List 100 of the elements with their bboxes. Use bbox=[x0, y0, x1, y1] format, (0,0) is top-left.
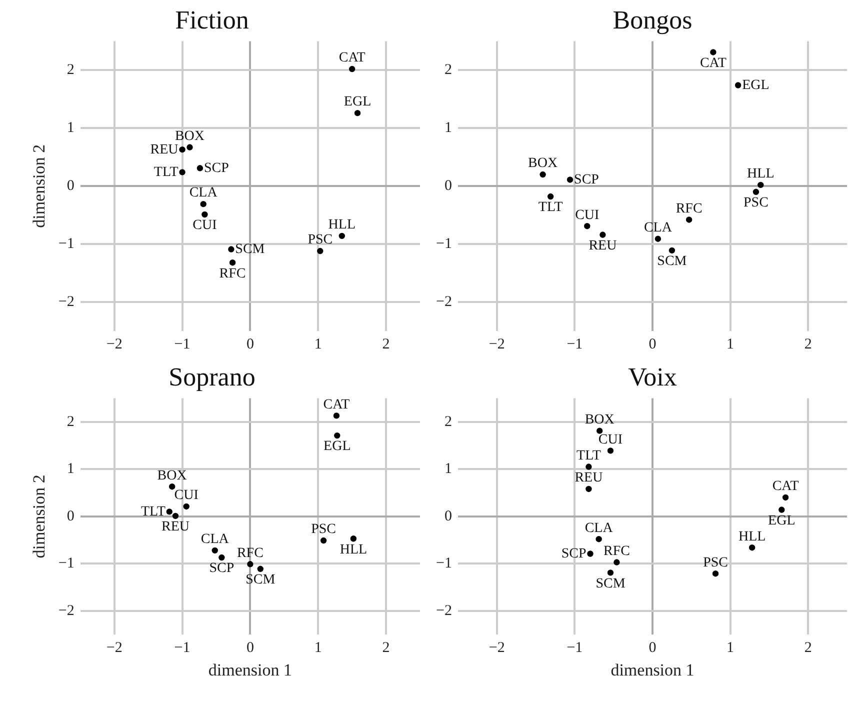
chart-title: Soprano bbox=[168, 362, 256, 392]
data-label: CLA bbox=[200, 532, 230, 548]
y-tick-label: 0 bbox=[66, 508, 74, 524]
x-tick-label: −2 bbox=[106, 336, 122, 352]
point bbox=[782, 494, 789, 501]
point bbox=[257, 566, 264, 572]
point bbox=[317, 248, 324, 254]
point bbox=[584, 222, 590, 230]
data-label: RFC bbox=[219, 266, 246, 282]
y-tick-label: 0 bbox=[66, 178, 74, 194]
data-label: EGL bbox=[768, 513, 796, 528]
y-tick-label: 0 bbox=[444, 508, 452, 524]
y-axis-title: dimension 2 bbox=[30, 144, 49, 228]
data-label: BOX bbox=[584, 412, 614, 428]
data-label: SCP bbox=[561, 546, 586, 562]
chart-title: Fiction bbox=[175, 5, 249, 34]
x-tick-label: −1 bbox=[174, 336, 190, 352]
x-tick-label: 2 bbox=[382, 640, 390, 656]
data-label: CUI bbox=[598, 432, 623, 448]
x-tick-label: −1 bbox=[566, 640, 583, 656]
point bbox=[607, 448, 614, 454]
data-label: TLT bbox=[576, 448, 602, 464]
point bbox=[587, 550, 594, 557]
data-label: SCM bbox=[596, 576, 626, 592]
y-tick-label: −1 bbox=[58, 556, 74, 572]
y-tick-label: −2 bbox=[58, 602, 74, 619]
point bbox=[179, 146, 186, 153]
point bbox=[752, 188, 760, 195]
data-label: RFC bbox=[603, 544, 630, 559]
point bbox=[333, 412, 340, 419]
x-tick-label: 1 bbox=[314, 640, 322, 656]
y-tick-label: 2 bbox=[444, 414, 452, 430]
y-tick-label: −1 bbox=[436, 236, 452, 252]
point bbox=[596, 536, 602, 542]
data-label: RFC bbox=[236, 546, 264, 561]
data-label: EGL bbox=[344, 94, 372, 110]
point bbox=[758, 182, 764, 188]
point bbox=[196, 165, 204, 172]
data-label: CUI bbox=[192, 218, 218, 234]
x-tick-label: −2 bbox=[106, 640, 122, 656]
point bbox=[734, 82, 742, 88]
y-tick-label: 2 bbox=[444, 62, 452, 78]
data-label: PSC bbox=[744, 196, 768, 211]
x-tick-label: 2 bbox=[382, 336, 390, 352]
y-tick-label: −2 bbox=[436, 294, 452, 310]
point bbox=[229, 260, 236, 266]
point bbox=[338, 232, 345, 240]
y-tick-label: 2 bbox=[66, 62, 74, 78]
x-tick-label: 1 bbox=[726, 336, 734, 352]
data-label: REU bbox=[588, 238, 617, 254]
chart-title: Bongos bbox=[612, 5, 692, 34]
data-label: CAT bbox=[338, 50, 366, 66]
x-axis-title: dimension 1 bbox=[610, 660, 694, 680]
data-label: PSC bbox=[703, 555, 728, 570]
data-label: SCM bbox=[657, 254, 688, 270]
data-label: BOX bbox=[174, 128, 205, 144]
data-label: HLL bbox=[328, 218, 356, 233]
point bbox=[354, 110, 361, 116]
data-label: CUI bbox=[174, 488, 199, 504]
point bbox=[186, 144, 193, 150]
data-label: CAT bbox=[700, 56, 727, 71]
point bbox=[614, 559, 620, 566]
point bbox=[348, 66, 356, 72]
y-tick-label: −2 bbox=[58, 294, 74, 310]
point bbox=[540, 171, 546, 178]
point bbox=[166, 508, 172, 515]
data-label: BOX bbox=[528, 156, 558, 172]
data-label: PSC bbox=[308, 232, 333, 248]
x-tick-label: 2 bbox=[804, 336, 812, 352]
point bbox=[334, 432, 340, 439]
point bbox=[547, 193, 554, 200]
point bbox=[607, 570, 614, 576]
point bbox=[247, 561, 254, 568]
data-label: CAT bbox=[772, 479, 800, 494]
point bbox=[686, 216, 692, 223]
y-tick-label: −2 bbox=[436, 602, 452, 619]
point bbox=[350, 536, 357, 542]
data-label: TLT bbox=[141, 504, 166, 520]
y-axis-title: dimension 2 bbox=[30, 474, 49, 558]
point bbox=[212, 547, 218, 554]
data-label: CLA bbox=[644, 220, 673, 236]
y-tick-label: 2 bbox=[66, 414, 74, 430]
x-tick-label: −1 bbox=[174, 640, 190, 656]
point bbox=[654, 236, 662, 242]
data-label: TLT bbox=[538, 200, 564, 216]
data-label: TLT bbox=[154, 164, 179, 180]
x-tick-label: 0 bbox=[246, 640, 254, 656]
point bbox=[200, 200, 206, 208]
point bbox=[183, 503, 190, 510]
y-tick-label: 0 bbox=[444, 178, 452, 194]
point bbox=[202, 211, 208, 218]
data-label: CLA bbox=[189, 186, 218, 201]
point bbox=[179, 169, 186, 176]
x-tick-label: 0 bbox=[648, 640, 656, 656]
x-tick-label: −1 bbox=[566, 336, 583, 352]
data-label: REU bbox=[150, 142, 178, 158]
data-label: BOX bbox=[157, 468, 187, 484]
point bbox=[172, 512, 179, 520]
data-label: HLL bbox=[340, 542, 368, 558]
data-label: EGL bbox=[324, 439, 351, 454]
